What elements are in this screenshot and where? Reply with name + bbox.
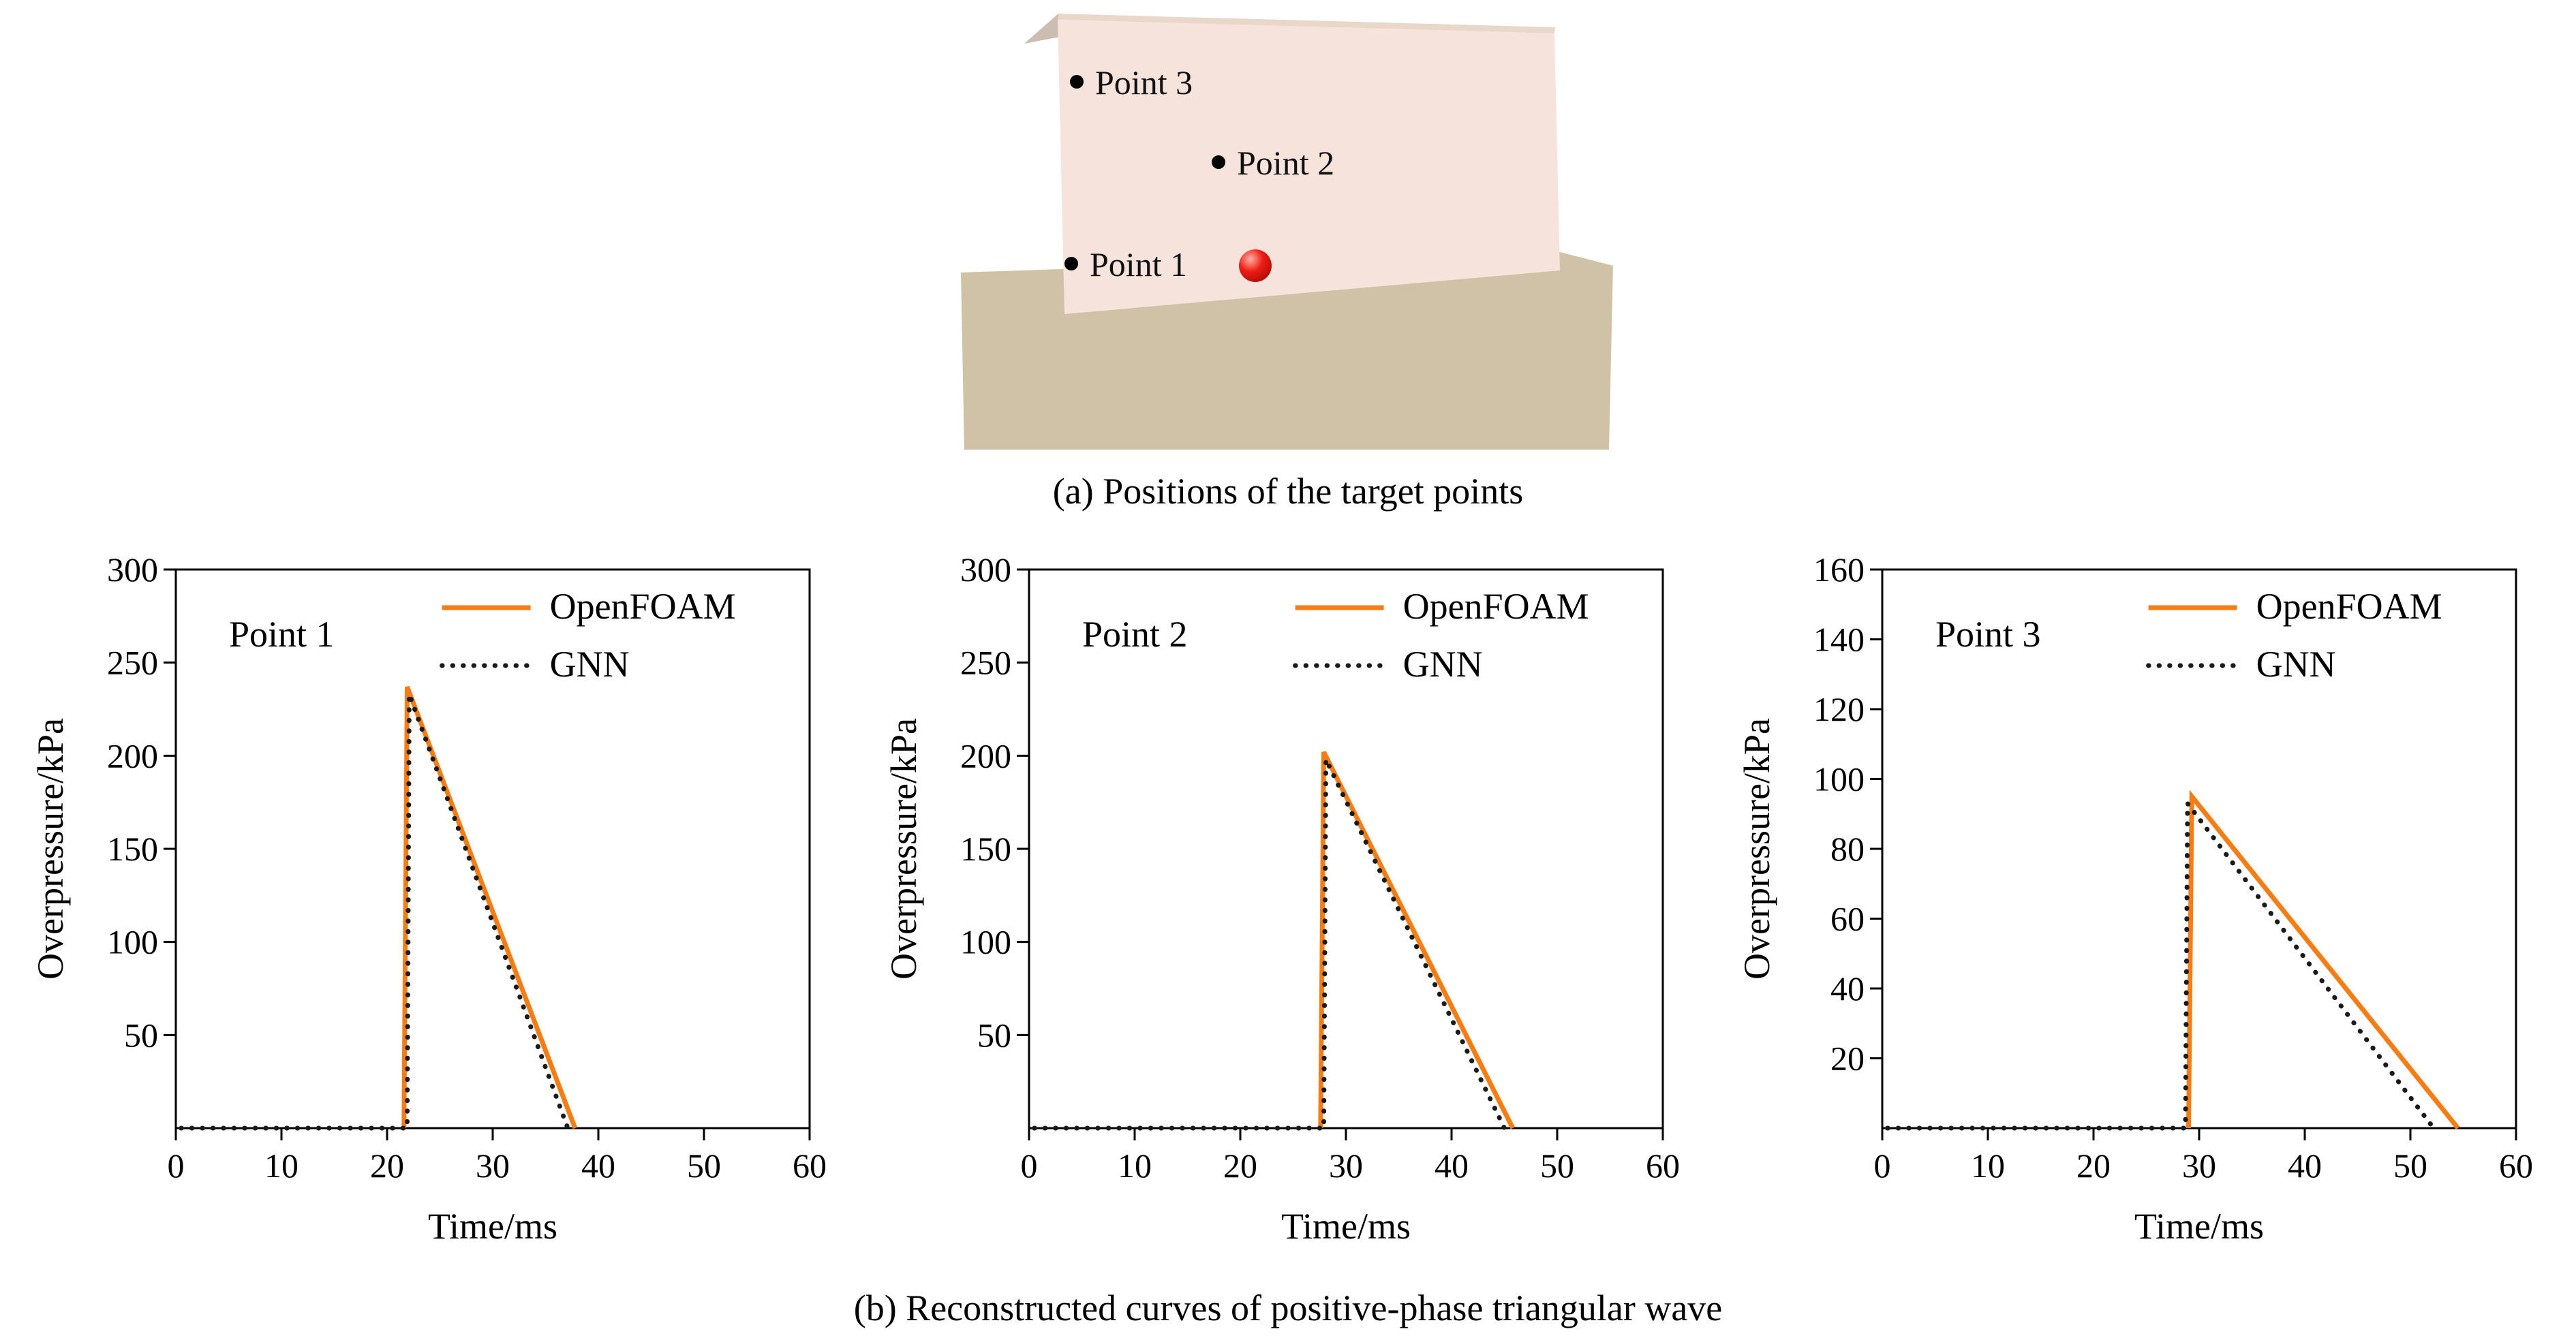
- target-sphere: [1239, 249, 1272, 282]
- y-tick-label: 140: [1813, 620, 1865, 658]
- chart-point-1: 0 10 20 30 40 50 60 50 100 150 200 250 300 Time/ms Ove…: [30, 535, 837, 1275]
- x-axis-label: Time/ms: [428, 1206, 557, 1247]
- wall-left-edge: [1024, 14, 1060, 44]
- y-tick-label: 200: [107, 736, 158, 775]
- y-tick-label: 150: [107, 830, 158, 868]
- x-tick-label: 0: [1021, 1147, 1038, 1185]
- series-gnn: [179, 693, 570, 1130]
- x-axis-label: Time/ms: [1281, 1206, 1411, 1247]
- series-gnn: [1032, 758, 1507, 1130]
- legend-label-gnn: GNN: [1403, 644, 1483, 685]
- chart-svg-point-1: 0 10 20 30 40 50 60 50 100 150 200 250 300 Time/ms Ove…: [30, 550, 827, 1247]
- y-tick-label: 100: [1813, 760, 1865, 798]
- y-tick-label: 160: [1813, 550, 1865, 589]
- scene-3d: Point 3 Point 2 Point 1: [961, 14, 1613, 450]
- x-tick-label: 10: [1971, 1147, 2005, 1185]
- x-tick-label: 0: [1874, 1147, 1891, 1185]
- x-tick-label: 20: [1223, 1147, 1257, 1185]
- x-tick-label: 40: [1435, 1147, 1469, 1185]
- caption-b: (b) Reconstructed curves of positive-pha…: [853, 1287, 1723, 1328]
- y-axis-label: Overpressure/kPa: [33, 718, 71, 980]
- legend-label-openfoam: OpenFOAM: [550, 586, 736, 627]
- y-axis-label: Overpressure/kPa: [886, 718, 924, 980]
- x-tick-label: 30: [2182, 1147, 2216, 1185]
- y-tick-label: 250: [107, 643, 158, 681]
- y-axis-label: Overpressure/kPa: [1739, 718, 1777, 980]
- x-tick-label: 10: [264, 1147, 298, 1185]
- y-tick-label: 20: [1830, 1039, 1865, 1077]
- y-tick-label: 80: [1830, 830, 1865, 868]
- series-openfoam: [401, 685, 578, 1129]
- x-tick-label: 40: [581, 1147, 615, 1185]
- x-axis-label: Time/ms: [2134, 1206, 2264, 1247]
- panel-label: Point 3: [1935, 614, 2041, 655]
- legend-label-gnn: GNN: [2256, 644, 2336, 685]
- point2-dot: [1212, 155, 1225, 169]
- point3-dot: [1070, 75, 1084, 89]
- series-openfoam: [1318, 750, 1516, 1129]
- y-tick-label: 300: [960, 550, 1011, 589]
- panel-label: Point 2: [1082, 614, 1188, 655]
- y-tick-label: 120: [1813, 690, 1865, 728]
- y-tick-label: 250: [960, 643, 1011, 681]
- y-tick-label: 300: [107, 550, 158, 589]
- y-tick-label: 50: [977, 1016, 1011, 1054]
- x-tick-label: 60: [2499, 1147, 2533, 1185]
- x-tick-label: 30: [1329, 1147, 1363, 1185]
- chart-point-2: 0 10 20 30 40 50 60 50 100 150 200 250 300 Time/ms Ove…: [883, 535, 1690, 1275]
- y-tick-label: 200: [960, 736, 1011, 775]
- caption-a: (a) Positions of the target points: [1052, 471, 1524, 512]
- point1-dot: [1064, 257, 1078, 270]
- x-tick-label: 0: [168, 1147, 185, 1185]
- y-tick-label: 150: [960, 830, 1011, 868]
- series-openfoam: [2186, 789, 2460, 1129]
- x-tick-label: 50: [2393, 1147, 2427, 1185]
- x-tick-label: 60: [793, 1147, 827, 1185]
- legend-label-openfoam: OpenFOAM: [1403, 586, 1589, 627]
- point2-label: Point 2: [1237, 144, 1334, 182]
- x-tick-label: 30: [476, 1147, 510, 1185]
- panel-label: Point 1: [229, 614, 335, 655]
- chart-svg-point-2: 0 10 20 30 40 50 60 50 100 150 200 250 300 Time/ms Ove…: [883, 550, 1680, 1247]
- x-tick-label: 10: [1118, 1147, 1152, 1185]
- chart-svg-point-3: 0 10 20 30 40 50 60 20 40 60 80 100 120 140 160 Time/ms…: [1736, 550, 2533, 1247]
- x-tick-label: 40: [2288, 1147, 2322, 1185]
- y-tick-label: 100: [107, 922, 158, 961]
- legend-label-gnn: GNN: [550, 644, 630, 685]
- chart-point-3: 0 10 20 30 40 50 60 20 40 60 80 100 120 140 160 Time/ms…: [1736, 535, 2543, 1275]
- charts-row: 0 10 20 30 40 50 60 50 100 150 200 250 300 Time/ms Ove…: [0, 535, 2576, 1275]
- y-tick-label: 50: [124, 1016, 158, 1054]
- x-tick-label: 60: [1646, 1147, 1680, 1185]
- point3-label: Point 3: [1095, 63, 1193, 102]
- series-gnn: [1885, 796, 2436, 1130]
- x-tick-label: 50: [687, 1147, 721, 1185]
- point1-label: Point 1: [1090, 245, 1187, 283]
- target-points-illustration: Point 3 Point 2 Point 1: [961, 8, 1615, 458]
- legend-label-openfoam: OpenFOAM: [2256, 586, 2442, 627]
- y-tick-label: 40: [1830, 969, 1865, 1008]
- wall-front-face: [1058, 20, 1560, 314]
- x-tick-label: 20: [370, 1147, 404, 1185]
- y-tick-label: 60: [1830, 899, 1865, 937]
- wall-top-face: [1058, 14, 1555, 33]
- x-tick-label: 50: [1540, 1147, 1574, 1185]
- y-tick-label: 100: [960, 922, 1011, 961]
- x-tick-label: 20: [2076, 1147, 2111, 1185]
